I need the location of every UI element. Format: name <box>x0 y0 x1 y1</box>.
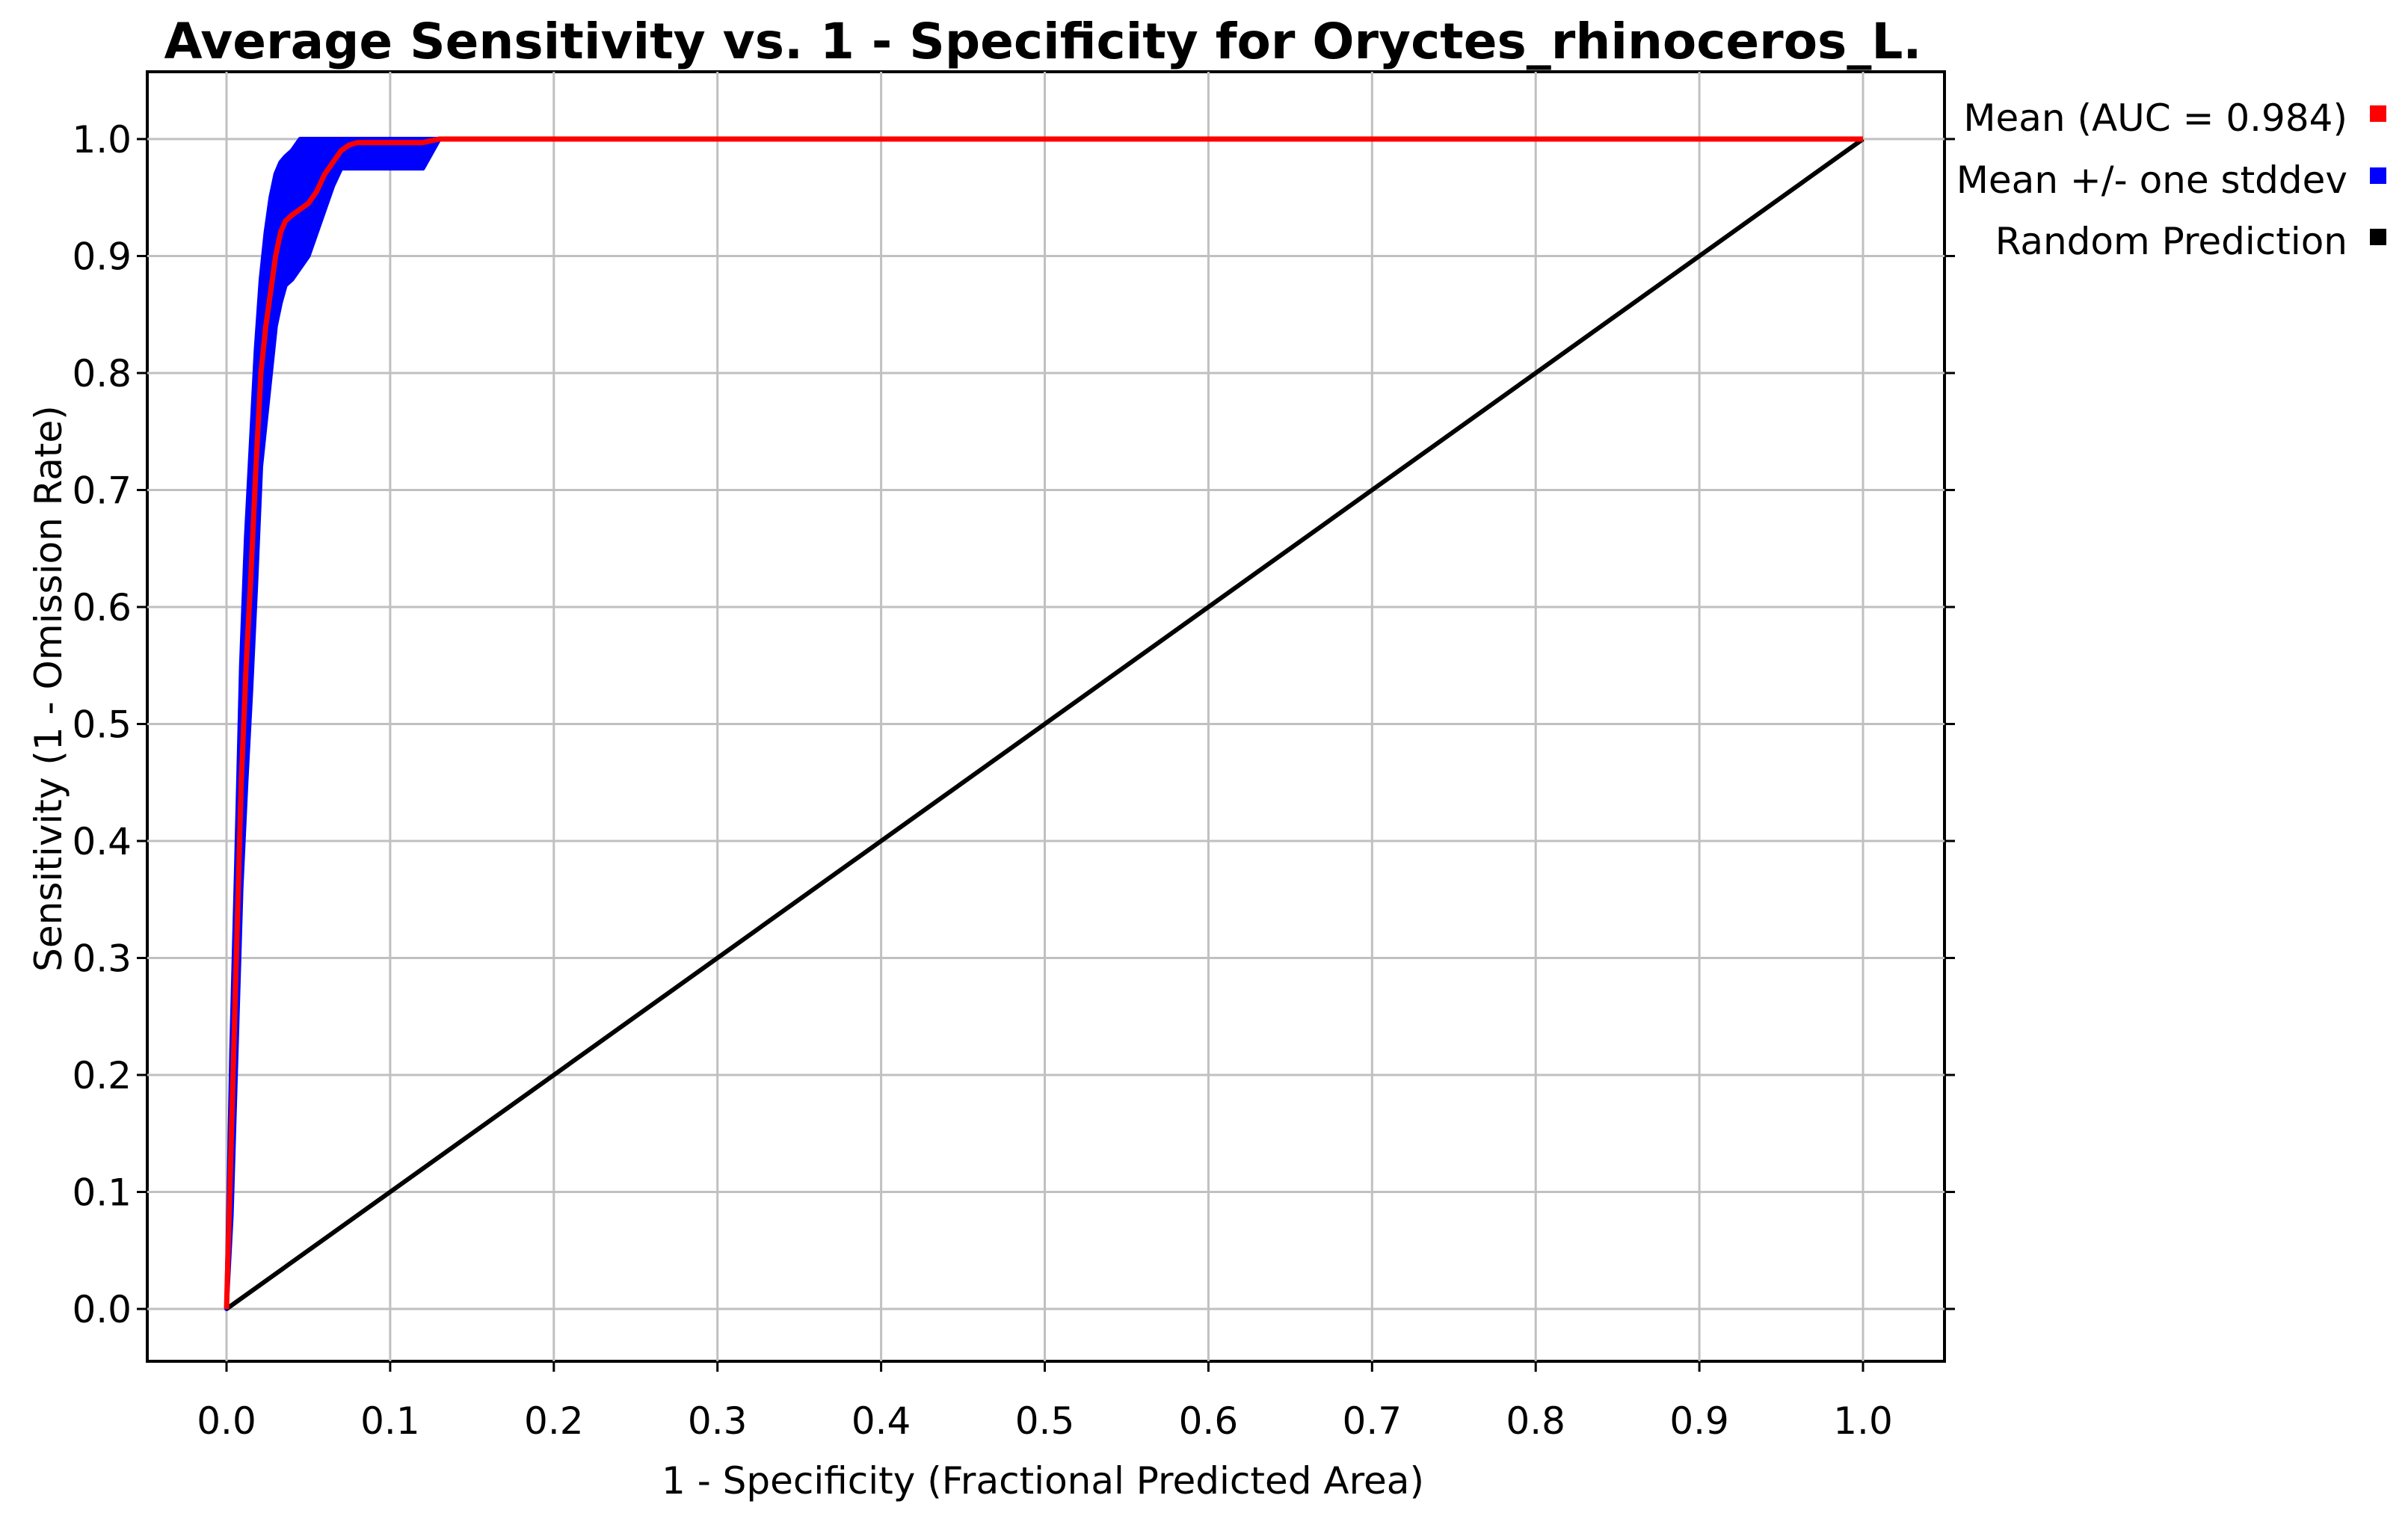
random-prediction-line <box>225 137 1864 1311</box>
chart-title: Average Sensitivity vs. 1 - Specificity … <box>164 13 1922 70</box>
y-tick-label: 0.6 <box>72 586 132 629</box>
y-tick-label: 0.4 <box>72 820 132 863</box>
x-tick-label: 0.5 <box>1015 1399 1075 1443</box>
y-tick-label: 1.0 <box>72 118 132 161</box>
legend-label: Mean +/- one stddev <box>1956 158 2347 202</box>
legend-swatch <box>2370 105 2386 122</box>
x-tick-label: 0.3 <box>688 1399 748 1443</box>
x-tick-label: 0.0 <box>197 1399 256 1443</box>
series-lines <box>224 136 1864 1311</box>
y-tick-label: 0.5 <box>72 703 132 747</box>
x-tick-label: 0.2 <box>524 1399 584 1443</box>
x-tick-label: 1.0 <box>1833 1399 1893 1443</box>
legend-swatch <box>2370 229 2386 245</box>
y-tick-label: 0.2 <box>72 1054 132 1097</box>
y-tick-label: 0.9 <box>72 235 132 279</box>
legend-label: Random Prediction <box>1995 220 2347 263</box>
legend-swatch <box>2370 167 2386 184</box>
y-tick-label: 0.0 <box>72 1288 132 1331</box>
y-tick-labels: 0.0 0.1 0.2 0.3 0.4 0.5 0.6 0.7 0.8 0.9 1.0 <box>72 118 132 1331</box>
x-axis-label: 1 - Specificity (Fractional Predicted Ar… <box>662 1459 1424 1503</box>
y-axis-label: Sensitivity (1 - Omission Rate) <box>27 405 70 972</box>
mean-line <box>224 136 1863 1310</box>
legend-label: Mean (AUC = 0.984) <box>1963 96 2347 140</box>
x-tick-labels: 0.0 0.1 0.2 0.3 0.4 0.5 0.6 0.7 0.8 0.9 1.0 <box>197 1399 1893 1443</box>
legend: Mean (AUC = 0.984) Mean +/- one stddev Ran… <box>1956 96 2386 263</box>
plot-area <box>137 70 1955 1372</box>
y-tick-label: 0.8 <box>72 352 132 395</box>
x-tick-label: 0.6 <box>1179 1399 1239 1443</box>
tick-marks <box>137 138 1955 1372</box>
y-tick-label: 0.3 <box>72 937 132 981</box>
x-tick-label: 0.9 <box>1669 1399 1729 1443</box>
y-tick-label: 0.1 <box>72 1171 132 1215</box>
x-tick-label: 0.4 <box>852 1399 911 1443</box>
x-tick-label: 0.7 <box>1343 1399 1402 1443</box>
x-tick-label: 0.1 <box>360 1399 420 1443</box>
x-tick-label: 0.8 <box>1506 1399 1565 1443</box>
y-tick-label: 0.7 <box>72 469 132 513</box>
grid-lines <box>147 72 1944 1361</box>
